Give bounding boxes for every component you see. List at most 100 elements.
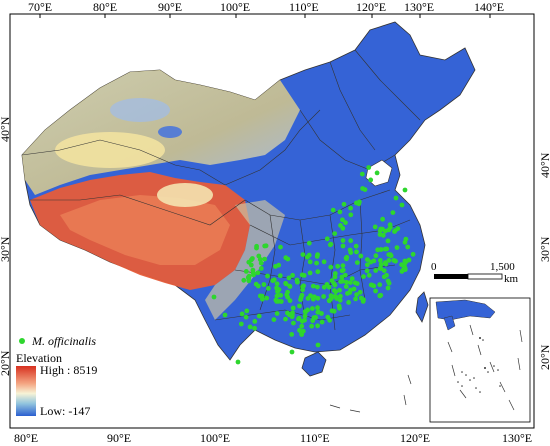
occurrence-point [377, 282, 383, 288]
occurrence-point [349, 276, 355, 281]
top-lon-100: 100°E [220, 0, 250, 14]
occurrence-point [375, 247, 381, 253]
occurrence-point [348, 212, 354, 218]
occurrence-point [390, 210, 396, 216]
bottom-lon-130: 130°E [502, 431, 532, 445]
occurrence-point [243, 314, 249, 320]
occurrence-point [277, 273, 283, 279]
occurrence-point [340, 217, 345, 223]
occurrence-point [274, 311, 280, 316]
left-lat-30: 30°N [0, 236, 12, 262]
occurrence-point [385, 278, 391, 284]
scale-unit-label: km [504, 273, 519, 285]
occurrence-point [276, 262, 282, 268]
occurrence-point [328, 296, 334, 301]
occurrence-point [337, 297, 343, 303]
occurrence-point [361, 274, 366, 279]
occurrence-point [353, 243, 359, 249]
occurrence-point [314, 260, 319, 266]
occurrence-point [329, 278, 335, 284]
occurrence-point [338, 279, 344, 284]
occurrence-point [364, 268, 370, 274]
occurrence-point [302, 309, 308, 314]
occurrence-point [238, 321, 244, 327]
occurrence-point [356, 201, 362, 207]
occurrence-point [392, 228, 398, 233]
occurrence-point [378, 262, 384, 267]
plateau-core [60, 195, 230, 265]
occurrence-point [324, 236, 330, 242]
occurrence-point [385, 238, 391, 244]
bottom-lon-120: 120°E [400, 431, 430, 445]
occurrence-point [235, 359, 241, 365]
occurrence-point [246, 273, 252, 279]
occurrence-point [374, 170, 380, 176]
tarim-basin [55, 132, 165, 168]
occurrence-point [310, 283, 316, 289]
occurrence-point [255, 283, 261, 289]
occurrence-point [243, 269, 249, 274]
occurrence-point [306, 240, 312, 246]
occurrence-point [315, 269, 321, 275]
occurrence-point [354, 260, 360, 265]
occurrence-point [337, 209, 343, 215]
occurrence-point [377, 293, 383, 298]
occurrence-point [386, 258, 392, 263]
occurrence-point [343, 220, 348, 226]
occurrence-point [353, 296, 358, 302]
occurrence-point [382, 246, 388, 252]
occurrence-point [278, 244, 283, 250]
occurrence-point [274, 293, 280, 299]
occurrence-point [358, 295, 364, 301]
south-china-sea-inset [429, 297, 531, 423]
occurrence-point [410, 251, 416, 257]
occurrence-point [211, 294, 217, 300]
legend-low-label: Low: -147 [40, 404, 90, 418]
occurrence-point [321, 294, 326, 299]
occurrence-point [332, 282, 338, 288]
occurrence-point [336, 303, 342, 309]
occurrence-point [381, 274, 387, 280]
occurrence-point [300, 252, 306, 257]
occurrence-point [326, 284, 332, 290]
legend-species-label: M. officinalis [31, 334, 96, 348]
occurrence-point [364, 262, 370, 268]
occurrence-point [258, 260, 264, 266]
top-lon-140: 140°E [474, 0, 504, 14]
occurrence-point [344, 254, 350, 260]
occurrence-point [359, 171, 365, 177]
right-lat-30: 30°N [538, 236, 550, 262]
top-lon-90: 90°E [158, 0, 182, 14]
occurrence-point [328, 241, 334, 247]
occurrence-point [295, 279, 300, 285]
occurrence-point [373, 288, 378, 294]
occurrence-point [289, 332, 295, 337]
occurrence-point [301, 283, 306, 289]
scale-bar: 0 1,500 km [431, 261, 519, 285]
occurrence-point [305, 296, 311, 301]
bottom-lon-80: 80°E [14, 431, 38, 445]
occurrence-point [305, 254, 310, 260]
occurrence-point [315, 295, 321, 301]
occurrence-point [290, 310, 295, 316]
occurrence-point [289, 349, 295, 355]
occurrence-point [399, 202, 405, 208]
occurrence-point [352, 280, 358, 286]
occurrence-point [338, 293, 343, 299]
occurrence-point [290, 305, 296, 311]
occurrence-point [330, 207, 336, 213]
occurrence-point [340, 238, 346, 243]
occurrence-point [244, 308, 250, 314]
occurrence-point [385, 285, 391, 291]
occurrence-point [302, 317, 307, 323]
occurrence-point [283, 255, 289, 261]
occurrence-point [307, 259, 313, 265]
occurrence-point [262, 256, 267, 262]
occurrence-point [264, 295, 270, 301]
occurrence-point [284, 292, 290, 298]
occurrence-point [380, 226, 385, 232]
occurrence-point [341, 201, 347, 207]
occurrence-point [265, 273, 270, 279]
occurrence-point [283, 281, 289, 287]
